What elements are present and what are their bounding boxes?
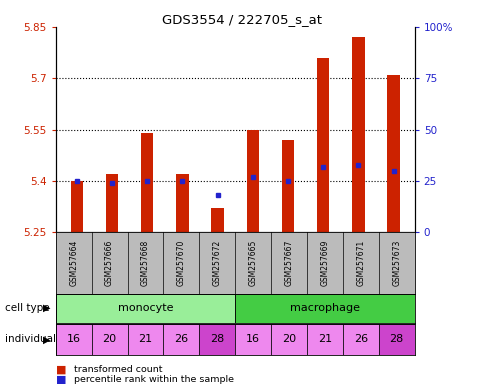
Text: GSM257673: GSM257673	[392, 240, 400, 286]
Text: GSM257669: GSM257669	[320, 240, 329, 286]
Text: GSM257672: GSM257672	[212, 240, 221, 286]
Text: GSM257670: GSM257670	[177, 240, 185, 286]
Text: 20: 20	[102, 334, 117, 344]
Text: 21: 21	[317, 334, 332, 344]
Text: ■: ■	[56, 364, 66, 374]
Bar	[271, 324, 306, 355]
Bar	[176, 174, 188, 232]
Bar	[235, 294, 414, 323]
Bar	[211, 209, 223, 232]
Bar	[127, 324, 163, 355]
Bar	[56, 324, 91, 355]
Bar	[281, 140, 294, 232]
Text: ▶: ▶	[43, 334, 50, 344]
Bar	[163, 324, 199, 355]
Text: GSM257664: GSM257664	[69, 240, 78, 286]
Bar	[378, 324, 414, 355]
Text: GSM257666: GSM257666	[105, 240, 114, 286]
Text: 26: 26	[353, 334, 367, 344]
Bar	[317, 58, 329, 232]
Bar	[141, 133, 153, 232]
Bar	[235, 324, 271, 355]
Text: 26: 26	[174, 334, 188, 344]
Text: ▶: ▶	[43, 303, 50, 313]
Text: 21: 21	[138, 334, 152, 344]
Bar	[387, 75, 399, 232]
Text: 28: 28	[389, 334, 403, 344]
Text: GSM257668: GSM257668	[141, 240, 150, 286]
Bar	[246, 129, 258, 232]
Bar	[91, 324, 127, 355]
Text: cell type: cell type	[5, 303, 49, 313]
Bar	[71, 181, 83, 232]
Text: GDS3554 / 222705_s_at: GDS3554 / 222705_s_at	[162, 13, 322, 26]
Text: 16: 16	[246, 334, 259, 344]
Text: 16: 16	[67, 334, 80, 344]
Text: percentile rank within the sample: percentile rank within the sample	[74, 375, 234, 384]
Text: individual: individual	[5, 334, 56, 344]
Bar	[351, 37, 364, 232]
Bar	[306, 324, 342, 355]
Text: monocyte: monocyte	[118, 303, 173, 313]
Text: macrophage: macrophage	[289, 303, 359, 313]
Text: GSM257671: GSM257671	[356, 240, 364, 286]
Text: transformed count: transformed count	[74, 365, 162, 374]
Text: 20: 20	[281, 334, 296, 344]
Bar	[106, 174, 118, 232]
Text: GSM257667: GSM257667	[284, 240, 293, 286]
Bar	[56, 294, 235, 323]
Text: ■: ■	[56, 374, 66, 384]
Text: GSM257665: GSM257665	[248, 240, 257, 286]
Bar	[342, 324, 378, 355]
Bar	[199, 324, 235, 355]
Text: 28: 28	[210, 334, 224, 344]
